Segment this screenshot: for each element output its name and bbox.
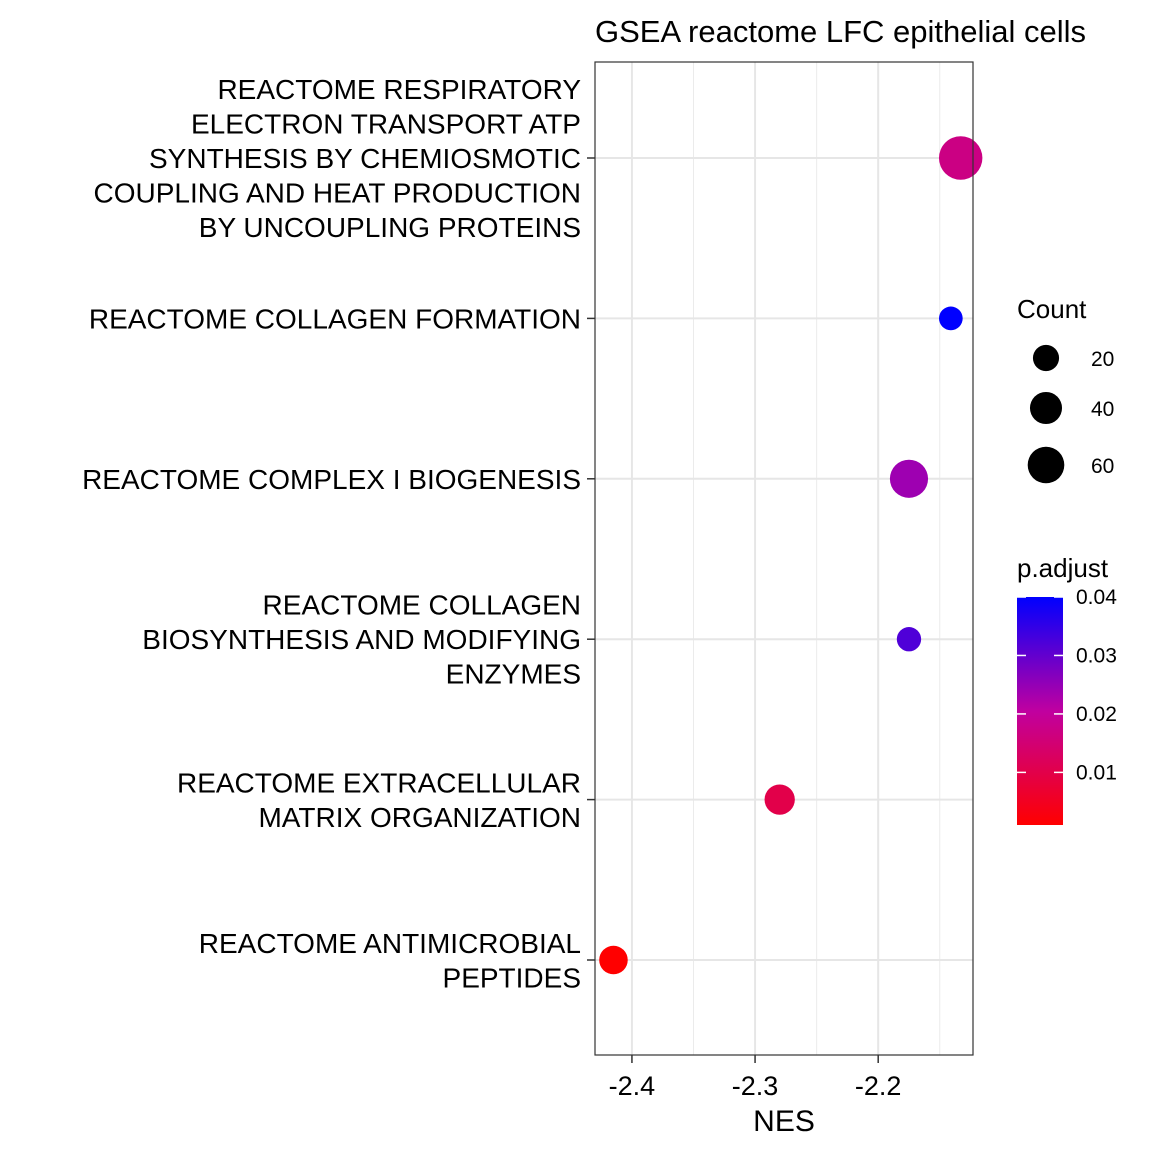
x-tick-label: -2.4 [609,1071,656,1101]
plot-border [594,61,974,1056]
y-category-label: ENZYMES [446,659,581,690]
color-legend-label: 0.03 [1076,644,1117,667]
y-category-label: REACTOME COMPLEX I BIOGENESIS [82,464,581,495]
color-legend-label: 0.01 [1076,761,1117,784]
data-point [896,627,922,652]
x-axis-title: NES [753,1105,815,1138]
data-point [938,306,963,331]
chart-title: GSEA reactome LFC epithelial cells [595,14,1086,49]
x-axis: -2.4 -2.3 -2.2 [609,1055,902,1101]
y-category-label: REACTOME COLLAGEN [263,590,581,621]
x-tick-label: -2.3 [732,1071,779,1101]
minor-grid [693,62,941,1055]
y-category-label: REACTOME EXTRACELLULAR [177,767,581,798]
y-category-label: MATRIX ORGANIZATION [258,802,581,833]
plot-panel [594,61,983,1056]
size-legend-label: 20 [1091,348,1114,371]
data-point [764,784,795,815]
size-legend-key [1029,391,1063,425]
color-legend-title: p.adjust [1017,553,1109,583]
major-grid [595,62,973,1055]
color-legend-label: 0.02 [1076,703,1117,726]
data-point [938,136,983,180]
color-legend-label: 0.04 [1076,586,1117,609]
size-legend: Count 20 40 60 [1017,294,1114,484]
x-tick-label: -2.2 [855,1071,902,1101]
y-category-label: COUPLING AND HEAT PRODUCTION [94,178,581,209]
y-category-label: REACTOME COLLAGEN FORMATION [89,303,581,334]
size-legend-key [1032,344,1060,372]
y-category-label: REACTOME RESPIRATORY [217,74,581,105]
y-category-label: PEPTIDES [443,962,581,993]
size-legend-key [1027,446,1065,484]
color-legend: p.adjust 0.04 0.03 0.02 0.01 [1017,553,1117,825]
y-category-label: BY UNCOUPLING PROTEINS [199,212,581,243]
data-points [599,136,983,975]
y-category-label: ELECTRON TRANSPORT ATP [191,109,581,140]
data-point [599,945,628,975]
y-category-label: REACTOME ANTIMICROBIAL [199,928,581,959]
size-legend-label: 40 [1091,398,1114,421]
color-legend-bar [1017,597,1063,825]
y-category-label: SYNTHESIS BY CHEMIOSMOTIC [149,143,581,174]
size-legend-label: 60 [1091,455,1114,478]
data-point [889,459,929,498]
size-legend-title: Count [1017,294,1087,324]
y-category-label: BIOSYNTHESIS AND MODIFYING [142,624,581,655]
y-axis: REACTOME RESPIRATORY ELECTRON TRANSPORT A… [82,74,595,993]
